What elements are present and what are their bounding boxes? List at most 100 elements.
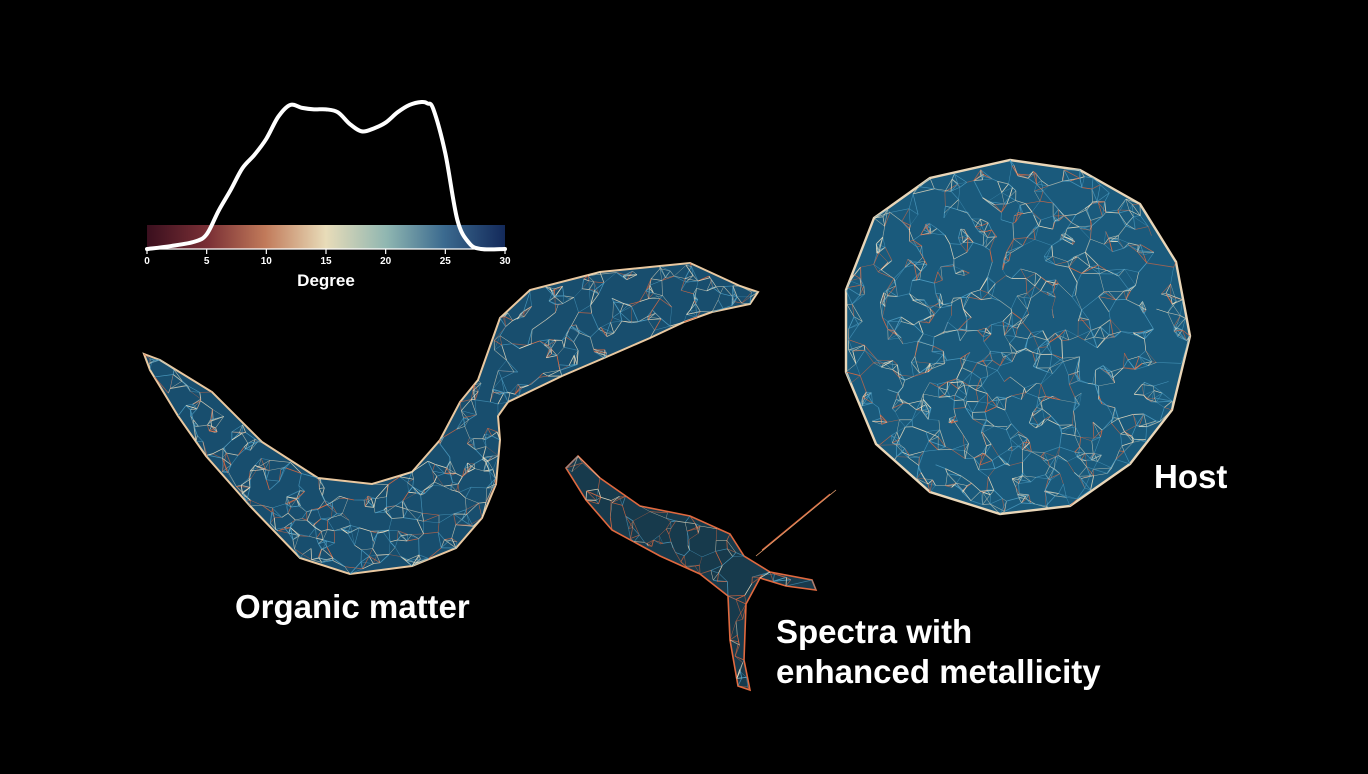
network-edge: [464, 468, 469, 473]
network-edge: [922, 399, 932, 409]
network-edge: [1134, 328, 1154, 336]
network-edge: [418, 554, 421, 560]
network-edge: [501, 371, 515, 379]
network-edge: [909, 240, 914, 242]
network-edge: [418, 533, 424, 539]
network-edge: [367, 495, 372, 499]
network-edge: [473, 384, 479, 392]
network-edge: [501, 378, 508, 393]
network-edge: [573, 288, 583, 298]
network-edge: [1073, 404, 1080, 412]
network-edge: [697, 277, 711, 282]
network-edge: [411, 460, 429, 473]
network-edge: [709, 277, 713, 288]
network-edge: [1089, 457, 1098, 462]
network-edge: [1095, 365, 1104, 371]
network-edge: [928, 440, 946, 448]
network-edge: [699, 556, 703, 566]
network-edge: [319, 549, 322, 559]
network-edge: [726, 533, 731, 541]
network-edge: [1167, 312, 1175, 327]
network-edge: [943, 207, 951, 219]
network-edge: [619, 312, 623, 322]
network-edge: [628, 528, 631, 539]
network-edge: [606, 322, 611, 334]
network-edge: [675, 520, 686, 523]
network-edge: [646, 539, 654, 544]
network-edge: [610, 500, 612, 518]
network-edge: [587, 271, 601, 277]
network-edge: [1018, 481, 1032, 484]
network-edge: [1001, 192, 1010, 198]
network-edge: [499, 335, 513, 344]
network-edge: [552, 285, 563, 292]
network-edge: [149, 358, 152, 363]
network-edge: [387, 476, 400, 485]
network-edge: [548, 300, 559, 305]
network-edge: [986, 393, 989, 404]
network-edge: [360, 561, 374, 564]
network-edge: [407, 482, 409, 493]
network-edge: [436, 472, 445, 477]
network-edge: [894, 280, 898, 297]
network-edge: [397, 539, 408, 542]
network-edge: [611, 298, 621, 313]
network-edge: [665, 521, 671, 530]
network-edge: [209, 427, 216, 432]
network-edge: [920, 233, 932, 236]
network-edge: [609, 517, 613, 531]
network-edge: [226, 452, 239, 456]
network-edge: [570, 312, 579, 327]
network-edge: [504, 316, 513, 321]
network-edge: [222, 439, 233, 449]
network-edge: [571, 462, 583, 472]
network-edge: [1076, 487, 1086, 500]
network-edge: [342, 513, 350, 521]
network-edge: [172, 369, 175, 375]
network-edge: [700, 525, 717, 530]
colorbar-tick-label: 0: [144, 256, 150, 267]
network-edge: [1004, 335, 1010, 344]
network-edge: [416, 519, 424, 522]
network-edge: [565, 336, 574, 343]
network-edge: [734, 655, 745, 661]
network-edge: [329, 495, 340, 504]
network-edge: [539, 339, 550, 342]
network-edge: [1099, 367, 1112, 372]
network-edge: [1098, 291, 1109, 297]
network-edge: [518, 387, 521, 397]
network-edge: [465, 465, 472, 473]
network-edge: [961, 367, 973, 373]
network-edge: [193, 424, 197, 442]
network-edge: [983, 333, 992, 338]
network-edge: [207, 419, 212, 426]
network-edge: [1009, 461, 1023, 466]
network-edge: [992, 360, 1001, 366]
network-edge: [416, 519, 424, 534]
network-edge: [469, 517, 483, 526]
network-edge: [192, 403, 198, 410]
network-edge: [339, 497, 349, 500]
network-edge: [406, 534, 409, 542]
network-edge: [595, 489, 599, 501]
network-edge: [972, 401, 979, 413]
network-edge: [1065, 329, 1070, 341]
network-edge: [654, 318, 662, 331]
network-edge: [1023, 387, 1027, 393]
network-edge: [1004, 326, 1013, 336]
network-edge: [739, 671, 743, 679]
network-edge: [628, 301, 640, 305]
network-edge: [691, 266, 694, 276]
network-edge: [648, 288, 650, 299]
network-edge: [987, 192, 1002, 202]
network-edge: [1002, 498, 1005, 512]
network-edge: [710, 565, 723, 571]
network-edge: [597, 488, 602, 498]
network-edge: [478, 503, 483, 519]
network-edge: [910, 356, 916, 363]
network-edge: [258, 466, 270, 471]
network-edge: [434, 481, 444, 487]
network-edge: [1125, 289, 1130, 300]
network-edge: [1164, 400, 1173, 408]
spectra-spur-edge: [755, 489, 837, 557]
